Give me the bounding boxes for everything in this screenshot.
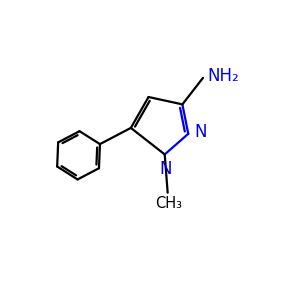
Text: CH₃: CH₃ — [155, 196, 182, 211]
Text: N: N — [195, 123, 207, 141]
Text: N: N — [159, 160, 172, 178]
Text: NH₂: NH₂ — [207, 68, 239, 85]
